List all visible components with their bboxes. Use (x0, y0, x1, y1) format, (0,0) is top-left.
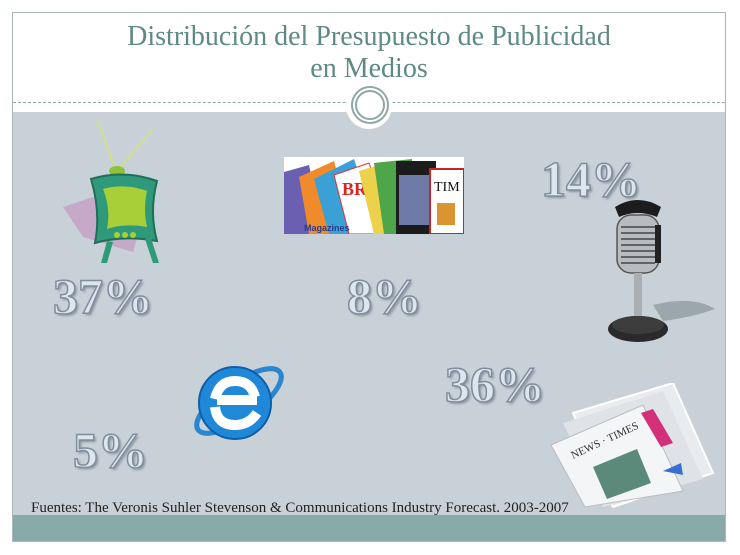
title-line-1: Distribución del Presupuesto de Publicid… (127, 21, 611, 52)
slide: Distribución del Presupuesto de Publicid… (12, 12, 726, 542)
magazines-percent: 8% (346, 268, 423, 324)
svg-text:BR: BR (342, 179, 368, 199)
title-line-2: en Medios (310, 53, 428, 84)
svg-text:TIM: TIM (434, 180, 460, 195)
tv-icon (63, 118, 159, 263)
magazines-icon: BR TIM Magazines (284, 157, 464, 234)
internet-percent: 5% (72, 422, 149, 478)
newspapers-icon: NEWS · TIMES (550, 383, 715, 508)
source-citation: Fuentes: The Veronis Suhler Stevenson & … (31, 500, 569, 516)
footer-band (13, 515, 725, 541)
radio-percent: 14% (540, 151, 642, 207)
circle-ornament-icon (351, 86, 389, 124)
svg-text:Magazines: Magazines (304, 223, 350, 233)
tv-percent: 37% (52, 268, 154, 324)
microphone-icon (608, 200, 715, 342)
slide-title: Distribución del Presupuesto de Publicid… (13, 21, 725, 85)
newspapers-percent: 36% (444, 356, 546, 412)
internet-explorer-icon (194, 366, 284, 440)
